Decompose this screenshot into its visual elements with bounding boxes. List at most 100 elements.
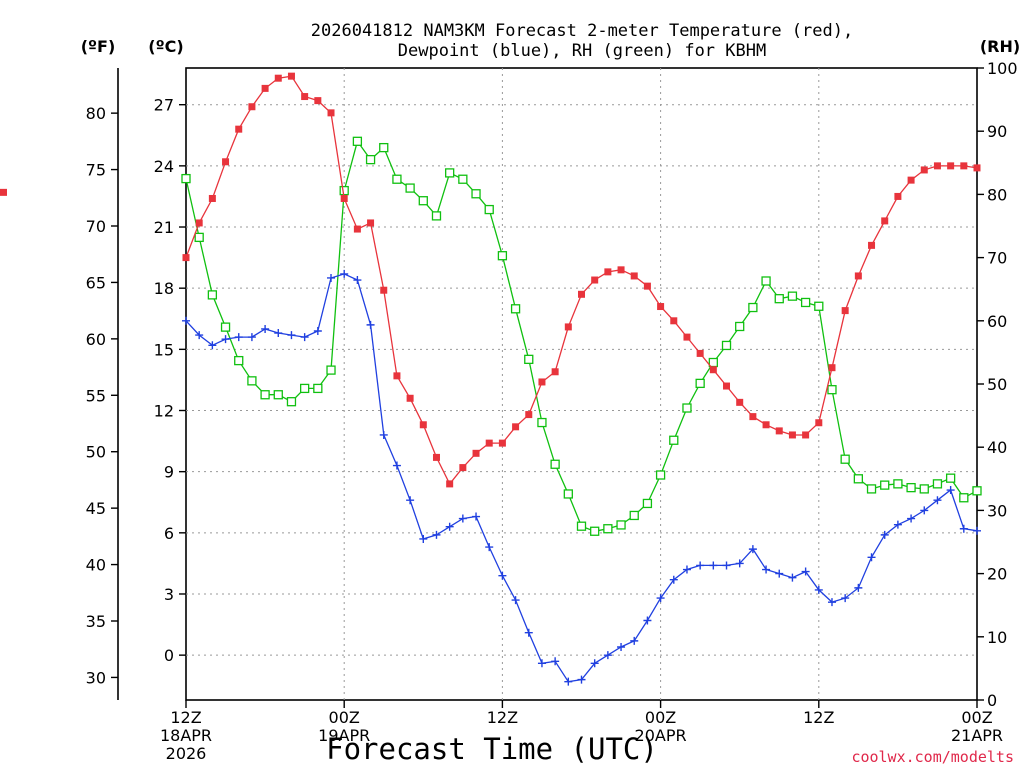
2-meter-temperature-point xyxy=(881,217,889,225)
dewpoint-point xyxy=(551,657,560,666)
rh-point xyxy=(313,383,323,394)
2-meter-temperature-point xyxy=(446,480,454,488)
rh-point xyxy=(471,189,481,199)
dewpoint-point xyxy=(854,583,863,592)
rh-point xyxy=(616,520,626,530)
dewpoint-point xyxy=(208,341,217,350)
celsius-tick-label: 0 xyxy=(164,646,174,665)
celsius-tick-label: 9 xyxy=(164,463,174,482)
credit-label: coolwx.com/modelts xyxy=(851,748,1014,766)
rh-point xyxy=(537,417,547,428)
rh-point xyxy=(814,301,824,311)
2-meter-temperature-point xyxy=(736,398,744,406)
2-meter-temperature-point xyxy=(868,241,876,249)
rh-point xyxy=(234,355,244,366)
dewpoint-point xyxy=(300,333,309,342)
2-meter-temperature-point xyxy=(525,411,533,419)
dewpoint-point xyxy=(432,530,441,539)
dewpoint-point xyxy=(959,524,968,533)
2-meter-temperature-point xyxy=(498,439,506,447)
2-meter-temperature-point xyxy=(696,349,704,357)
2-meter-temperature-point xyxy=(327,109,335,117)
rh-point xyxy=(418,196,428,206)
dewpoint-point xyxy=(327,273,336,282)
rh-point xyxy=(299,383,310,394)
dewpoint-point xyxy=(722,561,731,570)
rh-point xyxy=(247,376,257,386)
dewpoint-point xyxy=(827,598,836,607)
2-meter-temperature-point xyxy=(643,282,651,290)
dewpoint-point xyxy=(603,651,612,660)
x-tick-label: 12Z xyxy=(170,708,201,727)
dewpoint-point xyxy=(880,530,889,539)
rh-tick-label: 20 xyxy=(987,565,1007,584)
rh-point xyxy=(220,322,231,332)
2-meter-temperature-point xyxy=(367,219,375,227)
fahrenheit-tick-label: 55 xyxy=(86,386,106,405)
fahrenheit-tick-label: 35 xyxy=(86,612,106,631)
2-meter-temperature-point xyxy=(907,176,915,184)
dewpoint-point xyxy=(511,596,520,605)
rh-point xyxy=(590,526,600,536)
2-meter-temperature-point xyxy=(274,74,282,82)
rh-point xyxy=(906,482,916,493)
2-meter-temperature-point xyxy=(670,317,678,325)
2-meter-temperature-point xyxy=(591,276,599,284)
fahrenheit-tick-label: 60 xyxy=(86,330,106,349)
dewpoint-point xyxy=(907,514,916,523)
2-meter-temperature-point xyxy=(973,164,981,172)
dewpoint-point xyxy=(682,565,691,574)
rh-point xyxy=(260,390,270,400)
x-tick-label: 00Z xyxy=(329,708,360,727)
2-meter-temperature-point xyxy=(195,219,203,227)
rh-point xyxy=(655,470,666,480)
series-layer xyxy=(0,72,982,686)
rh-point xyxy=(893,479,903,489)
dewpoint-point xyxy=(353,276,362,285)
dewpoint-point xyxy=(933,496,942,505)
2-meter-temperature-point xyxy=(432,453,440,461)
x-tick-label: 21APR xyxy=(951,726,1003,745)
x-tick-label: 12Z xyxy=(803,708,834,727)
2-meter-temperature-point xyxy=(749,413,757,421)
2-meter-temperature-point xyxy=(222,158,230,166)
2-meter-temperature-point xyxy=(775,427,783,435)
rh-point xyxy=(181,173,191,184)
2-meter-temperature-point xyxy=(314,97,322,105)
rh-point xyxy=(603,524,613,534)
2-meter-temperature-point xyxy=(419,421,427,429)
2-meter-temperature-point xyxy=(933,162,941,170)
dewpoint-point xyxy=(379,430,388,439)
rh-point xyxy=(669,435,679,445)
x-tick-label: 20APR xyxy=(635,726,687,745)
2-meter-temperature-point xyxy=(854,272,862,280)
rh-point xyxy=(919,484,929,494)
rh-point xyxy=(431,211,442,221)
rh-point xyxy=(379,142,389,153)
2-meter-temperature-point xyxy=(723,382,731,390)
2-meter-temperature-point xyxy=(841,307,849,315)
2-meter-temperature-point xyxy=(406,394,414,402)
dewpoint-point xyxy=(287,331,296,340)
dewpoint-point xyxy=(564,677,573,686)
2-meter-temperature-point xyxy=(630,272,638,280)
2-meter-temperature-point xyxy=(894,192,902,200)
chart-title-line-1: 2026041812 NAM3KM Forecast 2-meter Tempe… xyxy=(311,21,853,41)
dewpoint-point xyxy=(946,486,955,495)
rh-point xyxy=(774,294,784,304)
fahrenheit-tick-label: 30 xyxy=(86,668,106,687)
2-meter-temperature-point xyxy=(459,464,467,472)
dewpoint-point xyxy=(485,543,494,552)
2-meter-temperature-point xyxy=(617,266,625,274)
dewpoint-point xyxy=(617,642,626,651)
rh-point xyxy=(735,321,745,332)
fahrenheit-tick-label: 70 xyxy=(86,217,106,236)
dewpoint-point xyxy=(735,559,744,568)
rh-point xyxy=(484,204,494,215)
2-meter-temperature-point xyxy=(762,421,770,429)
2-meter-temperature-point xyxy=(261,84,269,92)
dewpoint-point xyxy=(656,594,665,603)
rh-tick-label: 30 xyxy=(987,501,1007,520)
